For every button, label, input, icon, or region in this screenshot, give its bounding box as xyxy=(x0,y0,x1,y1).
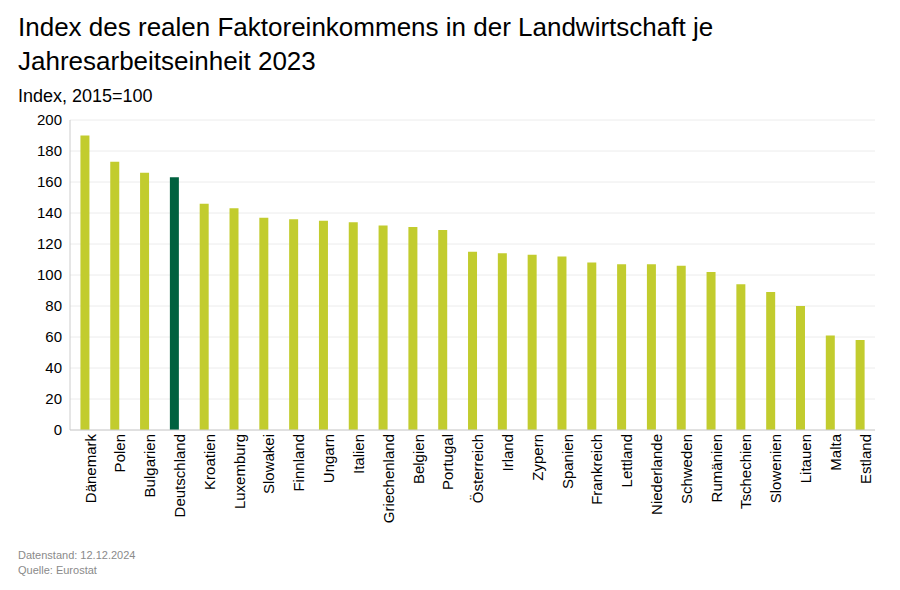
svg-text:180: 180 xyxy=(37,142,62,159)
svg-text:Italien: Italien xyxy=(350,434,367,474)
svg-text:80: 80 xyxy=(45,297,62,314)
svg-text:Griechenland: Griechenland xyxy=(380,434,397,523)
svg-text:Slowakei: Slowakei xyxy=(260,434,277,494)
html-text:Index des realen Faktoreinkomm: Index des realen Faktoreinkommens in der… xyxy=(18,12,714,76)
svg-text:Irland: Irland xyxy=(499,434,516,472)
svg-text:Spanien: Spanien xyxy=(559,434,576,489)
svg-text:Malta: Malta xyxy=(827,433,844,470)
svg-text:Polen: Polen xyxy=(111,434,128,472)
svg-text:Belgien: Belgien xyxy=(410,434,427,484)
svg-text:160: 160 xyxy=(37,173,62,190)
html-text:Index, 2015=100: Index, 2015=100 xyxy=(18,86,153,106)
svg-text:Rumänien: Rumänien xyxy=(708,434,725,502)
svg-text:Ungarn: Ungarn xyxy=(320,434,337,483)
svg-text:40: 40 xyxy=(45,359,62,376)
svg-text:Luxemburg: Luxemburg xyxy=(231,434,248,509)
svg-text:Tschechien: Tschechien xyxy=(737,434,754,509)
html-text:Datenstand: 12.12.2024: Datenstand: 12.12.2024 xyxy=(18,549,136,561)
svg-text:Bulgarien: Bulgarien xyxy=(141,434,158,497)
svg-text:60: 60 xyxy=(45,328,62,345)
svg-text:Lettland: Lettland xyxy=(618,434,635,487)
svg-text:100: 100 xyxy=(37,266,62,283)
svg-text:Frankreich: Frankreich xyxy=(588,434,605,505)
svg-text:120: 120 xyxy=(37,235,62,252)
svg-text:Schweden: Schweden xyxy=(678,434,695,504)
svg-text:Niederlande: Niederlande xyxy=(648,434,665,515)
svg-text:Österreich: Österreich xyxy=(469,434,486,503)
svg-text:Kroatien: Kroatien xyxy=(201,434,218,490)
svg-text:200: 200 xyxy=(37,111,62,128)
svg-text:Portugal: Portugal xyxy=(439,434,456,490)
svg-text:Zypern: Zypern xyxy=(529,434,546,481)
svg-text:Finnland: Finnland xyxy=(290,434,307,492)
html-text:Quelle: Eurostat: Quelle: Eurostat xyxy=(18,564,97,576)
svg-text:20: 20 xyxy=(45,390,62,407)
svg-text:140: 140 xyxy=(37,204,62,221)
svg-text:Deutschland: Deutschland xyxy=(171,434,188,517)
svg-text:Litauen: Litauen xyxy=(797,434,814,483)
svg-text:Dänemark: Dänemark xyxy=(82,434,99,504)
svg-text:0: 0 xyxy=(54,421,62,438)
svg-text:Estland: Estland xyxy=(857,434,874,484)
svg-text:Slowenien: Slowenien xyxy=(767,434,784,503)
